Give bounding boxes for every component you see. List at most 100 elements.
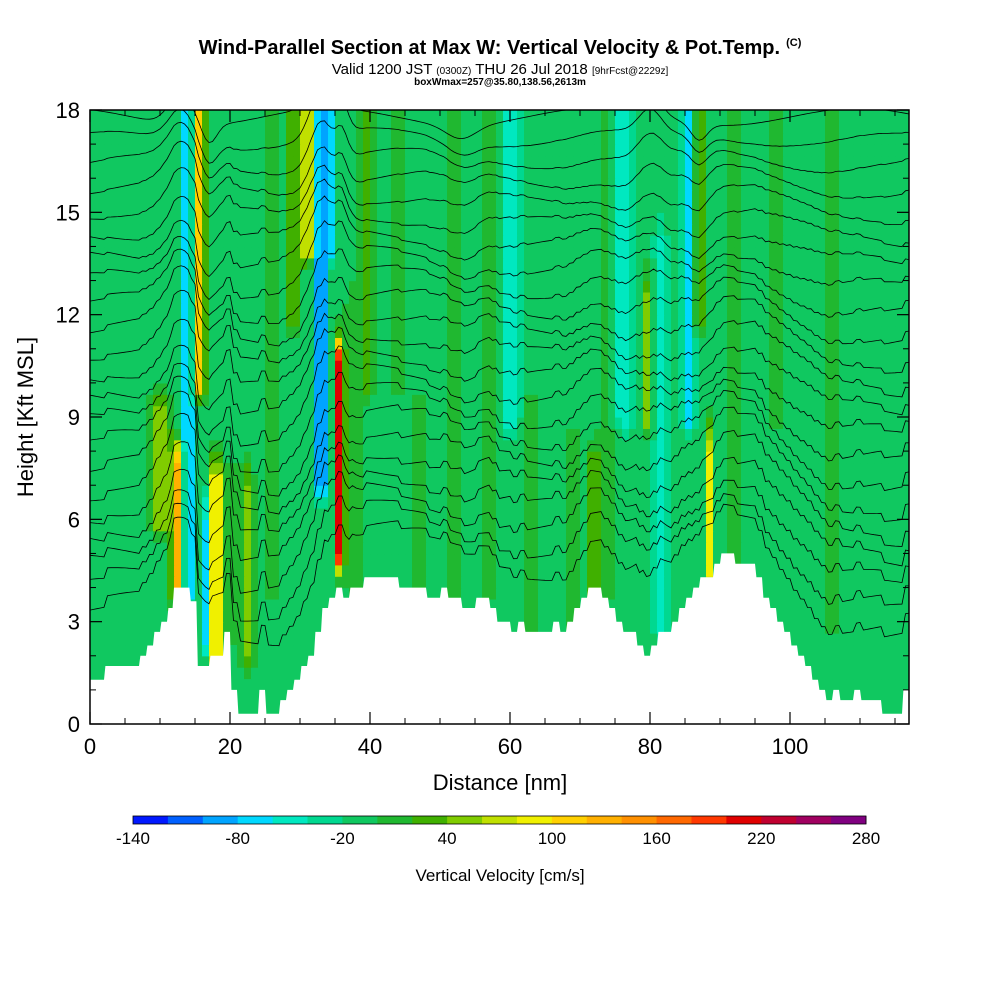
w-cell (377, 451, 385, 464)
w-cell (237, 394, 245, 407)
w-cell (321, 564, 329, 577)
w-cell (755, 326, 763, 339)
w-cell (517, 587, 525, 600)
w-cell (104, 269, 112, 282)
plot-area (90, 110, 909, 724)
w-cell (153, 621, 161, 634)
w-cell (895, 621, 903, 634)
w-cell (874, 587, 882, 600)
w-cell (825, 598, 833, 611)
w-cell (538, 382, 546, 395)
w-cell (559, 485, 567, 498)
w-cell (132, 644, 140, 657)
w-cell (230, 519, 238, 532)
w-cell (615, 257, 623, 270)
w-cell (790, 598, 798, 611)
w-cell (797, 360, 805, 373)
w-cell (615, 610, 623, 623)
w-cell (195, 530, 203, 543)
w-cell (706, 462, 714, 475)
w-cell (426, 337, 434, 350)
w-cell (902, 303, 909, 316)
w-cell (881, 678, 889, 691)
w-cell (307, 644, 315, 657)
w-cell (762, 291, 770, 304)
w-cell (181, 519, 189, 532)
w-cell (678, 417, 686, 429)
w-cell (510, 371, 518, 384)
boxwmax-info: boxWmax=257@35.80,138.56,2613m (414, 77, 586, 88)
w-cell (349, 337, 357, 350)
w-cell (874, 337, 882, 350)
w-cell (328, 496, 336, 509)
w-cell (846, 405, 854, 418)
w-cell (398, 257, 406, 270)
w-cell (153, 451, 161, 464)
w-cell (118, 314, 126, 327)
w-cell (503, 405, 511, 418)
w-cell (265, 371, 273, 384)
w-cell (412, 382, 420, 395)
w-cell (685, 542, 693, 555)
w-cell (125, 269, 133, 282)
w-cell (783, 428, 791, 441)
w-cell (412, 530, 420, 543)
w-cell (468, 451, 476, 464)
w-cell (657, 269, 665, 282)
w-cell (741, 257, 749, 270)
w-cell (720, 382, 728, 395)
w-cell (587, 382, 595, 395)
w-cell (825, 485, 833, 498)
w-cell (118, 621, 126, 634)
w-cell (636, 291, 644, 304)
w-cell (552, 553, 560, 566)
w-cell (496, 462, 504, 475)
w-cell (405, 303, 413, 316)
w-cell (853, 246, 861, 259)
w-cell (139, 610, 147, 623)
w-cell (195, 314, 203, 327)
w-cell (216, 382, 224, 395)
w-cell (692, 530, 700, 543)
w-cell (258, 655, 266, 668)
w-cell (447, 280, 455, 293)
w-cell (181, 382, 189, 395)
w-cell (174, 280, 182, 293)
w-cell (160, 235, 168, 248)
w-cell (741, 303, 749, 316)
w-cell (391, 235, 399, 248)
w-cell (489, 530, 497, 543)
w-cell (230, 667, 238, 680)
w-cell (783, 621, 791, 634)
w-cell (762, 360, 770, 373)
w-cell (370, 439, 378, 452)
w-cell (489, 564, 497, 577)
w-cell (895, 269, 903, 282)
w-cell (902, 644, 909, 657)
w-cell (174, 348, 182, 361)
w-cell (755, 451, 763, 464)
w-cell (398, 417, 406, 429)
w-cell (223, 473, 231, 486)
w-cell (818, 314, 826, 327)
w-cell (209, 587, 217, 600)
w-cell (664, 348, 672, 361)
w-cell (419, 530, 427, 543)
w-cell (279, 644, 287, 657)
w-cell (594, 530, 602, 543)
w-cell (685, 269, 693, 282)
w-cell (692, 405, 700, 418)
w-cell (286, 473, 294, 486)
w-cell (895, 337, 903, 350)
w-cell (489, 405, 497, 418)
w-cell (720, 519, 728, 532)
w-cell (293, 269, 301, 282)
w-cell (517, 269, 525, 282)
w-cell (104, 291, 112, 304)
w-cell (692, 303, 700, 316)
w-cell (202, 291, 210, 304)
w-cell (237, 348, 245, 361)
w-cell (167, 576, 175, 589)
w-cell (566, 576, 574, 589)
w-cell (685, 280, 693, 293)
